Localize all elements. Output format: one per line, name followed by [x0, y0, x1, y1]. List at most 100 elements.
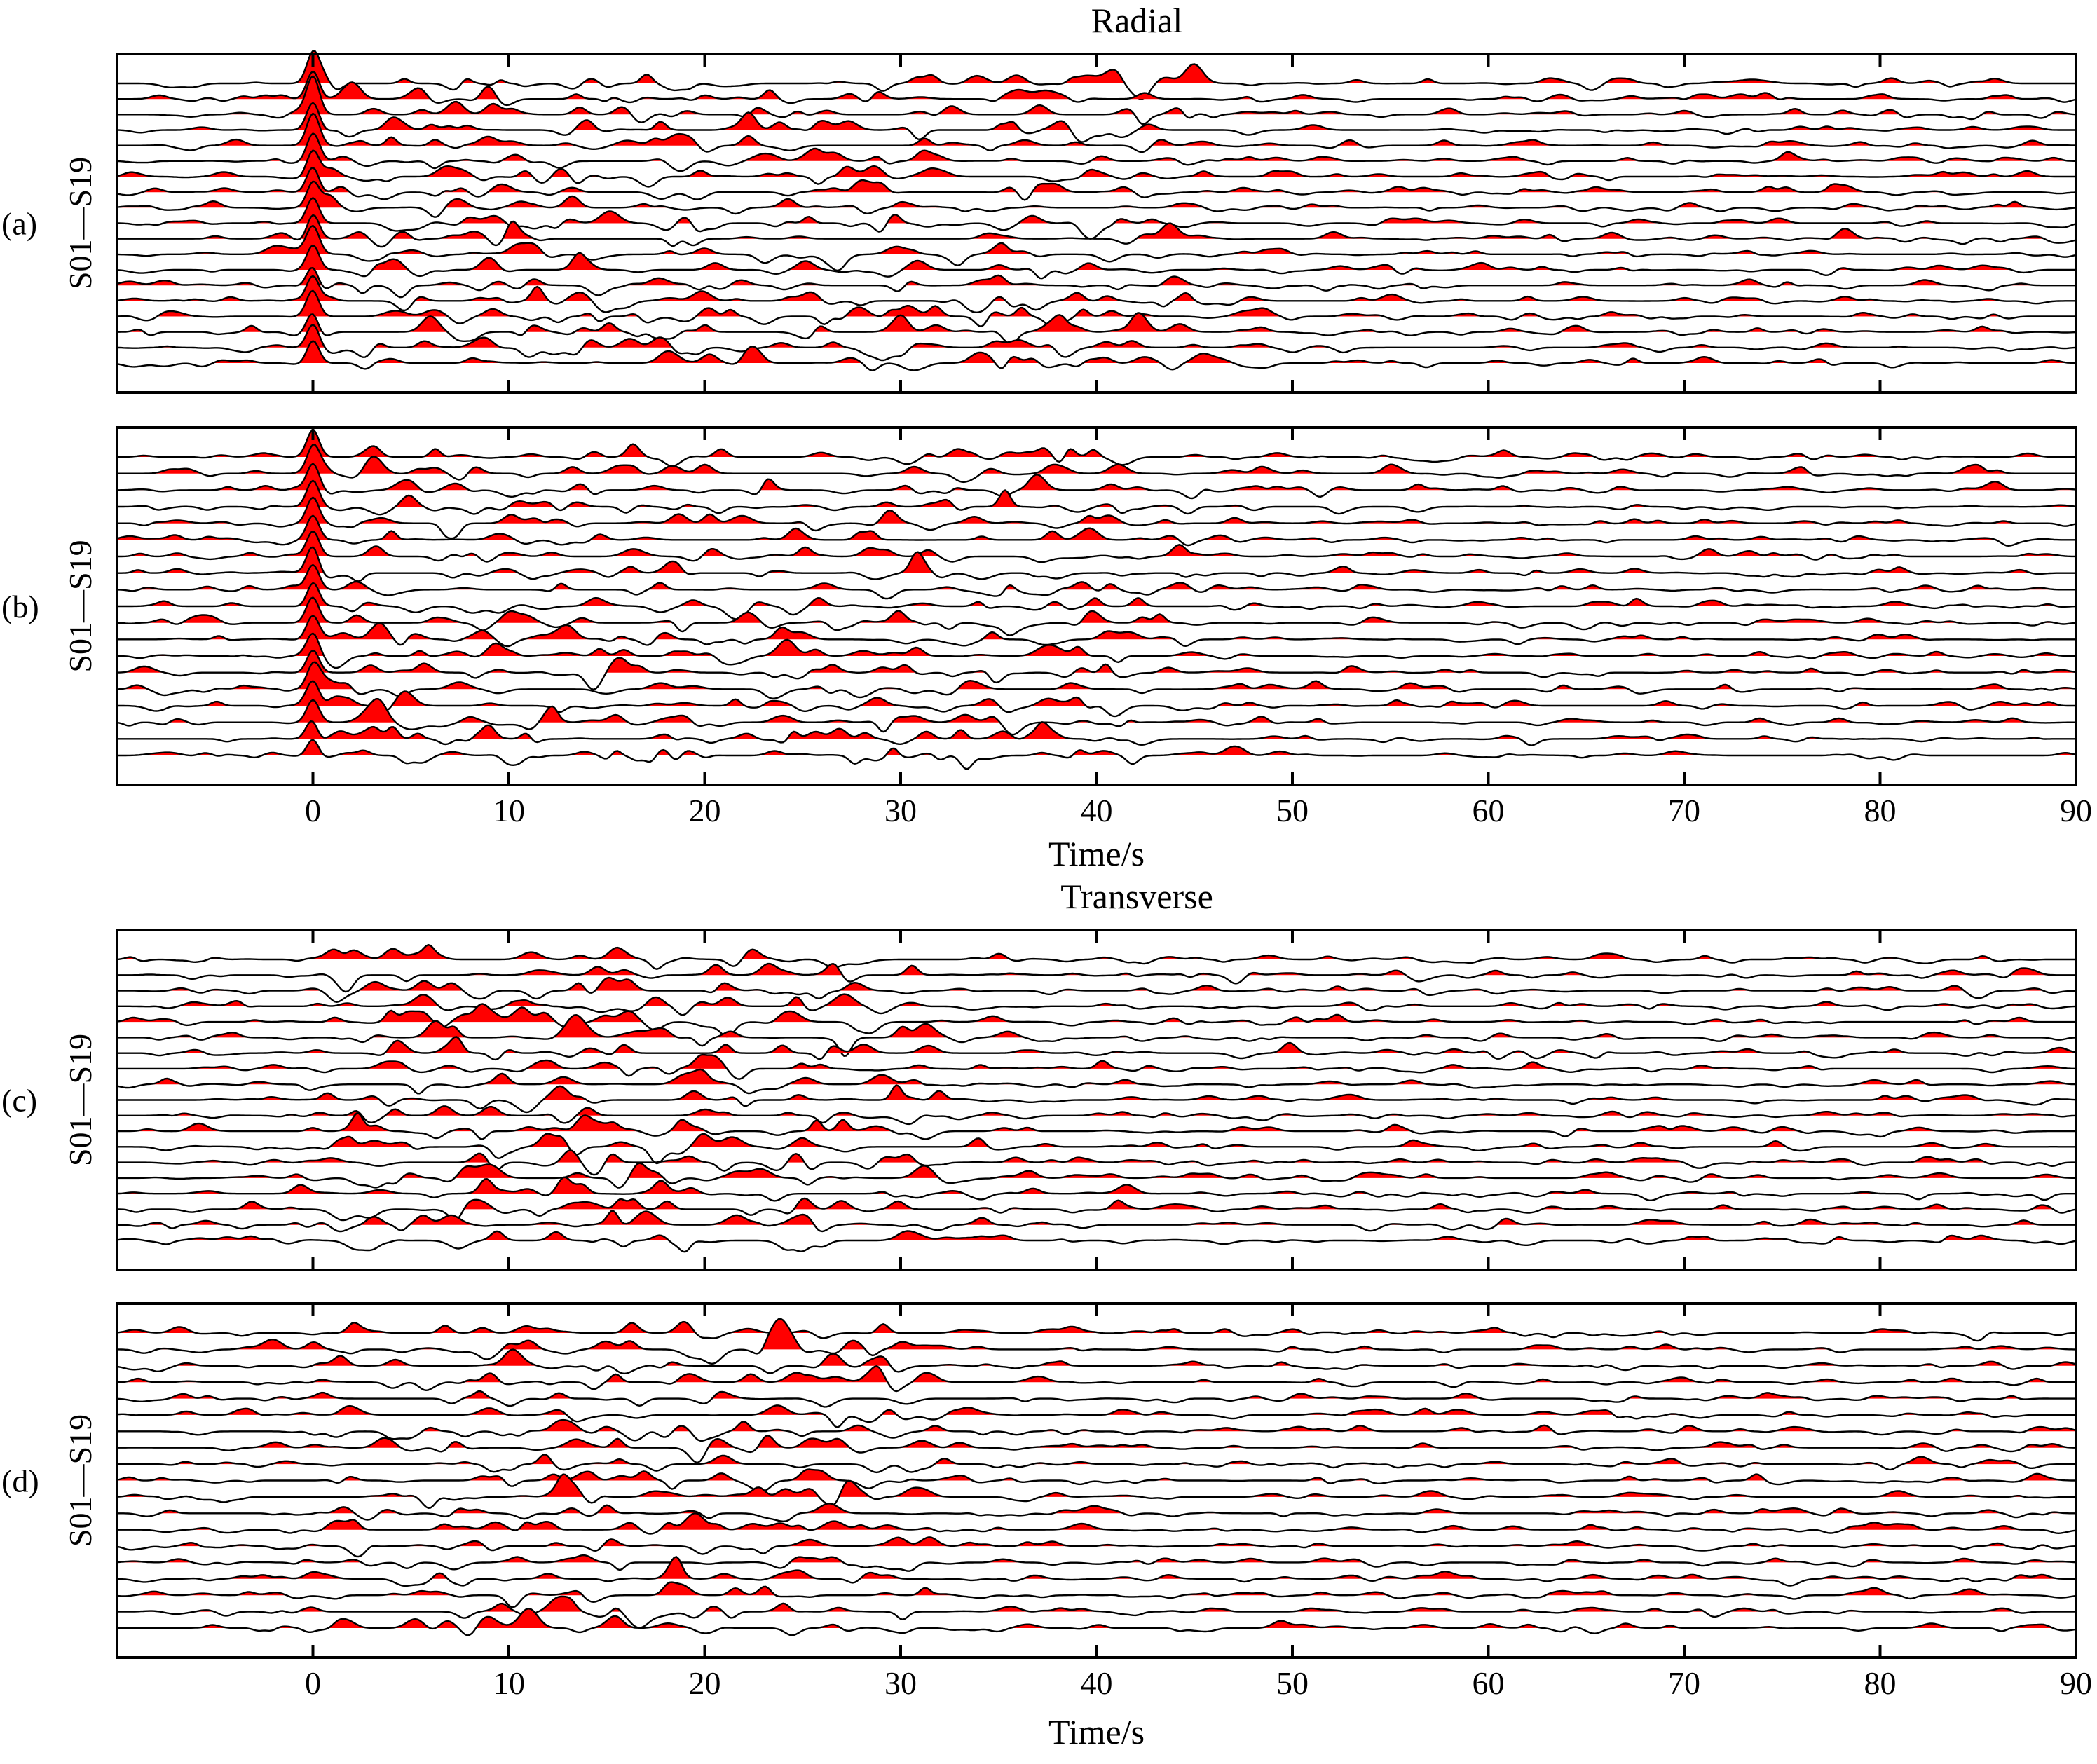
trace-line: [117, 1105, 2077, 1126]
trace-fill: [117, 1318, 2076, 1350]
transverse-title: Transverse: [1060, 877, 1213, 916]
trace-line: [116, 1536, 2077, 1558]
x-tick-label: 0: [305, 793, 321, 828]
x-tick-label: 50: [1276, 793, 1309, 828]
trace-line: [117, 50, 2076, 100]
trace-fill: [117, 1596, 2076, 1612]
trace-line: [117, 444, 2076, 484]
y-axis-label: S01—S19: [62, 157, 98, 289]
trace-fill: [117, 721, 2076, 739]
trace-fill: [117, 699, 2076, 723]
trace-line: [116, 244, 2076, 280]
trace-fill: [117, 1085, 2076, 1100]
trace-line: [116, 1390, 2076, 1408]
trace-line: [117, 530, 2077, 563]
trace-fill: [117, 547, 2076, 573]
trace-line: [116, 180, 2077, 219]
trace-line: [116, 340, 2077, 371]
trace-line: [116, 514, 2076, 547]
trace-fill: [117, 1555, 2076, 1563]
trace-fill: [117, 964, 2076, 976]
trace-line: [116, 596, 2077, 636]
x-tick-label: 60: [1473, 793, 1505, 828]
trace-line: [116, 1581, 2077, 1608]
radial-title: Radial: [1091, 1, 1183, 40]
trace-line: [117, 323, 2077, 362]
trace-fill: [117, 1582, 2076, 1596]
trace-line: [117, 962, 2076, 993]
trace-line: [116, 149, 2076, 188]
trace-line: [117, 1162, 2077, 1189]
panel-b: 0 10 20 30 40 50 60 70 80 90 Time/s S01—S19 (b): [1, 426, 2092, 873]
trace-fill: [117, 1454, 2076, 1465]
trace-line: [117, 496, 2077, 540]
trace-line: [116, 943, 2076, 970]
trace-fill: [117, 1405, 2076, 1415]
trace-line: [117, 312, 2077, 345]
trace-fill: [117, 1322, 2076, 1333]
x-tick-label: 30: [884, 793, 917, 828]
x-tick-label: 40: [1081, 1665, 1113, 1701]
trace-line: [117, 463, 2077, 500]
trace-line: [117, 196, 2077, 240]
trace-fill: [117, 1420, 2076, 1432]
y-axis-label: S01—S19: [62, 1034, 98, 1166]
trace-line: [117, 546, 2076, 582]
trace-line: [117, 1013, 2077, 1058]
x-tick-label: 10: [493, 1665, 525, 1701]
trace-line: [117, 70, 2077, 107]
trace-fill: [117, 324, 2076, 348]
trace-fill: [117, 1608, 2076, 1628]
trace-fill: [117, 994, 2076, 1006]
trace-fill: [117, 739, 2076, 755]
trace-fill: [117, 1349, 2076, 1366]
trace-fill: [117, 1177, 2076, 1194]
trace-line: [117, 632, 2076, 669]
trace-line: [117, 680, 2076, 718]
trace-fill: [117, 1474, 2076, 1497]
trace-line: [116, 1365, 2076, 1393]
x-tick-label: 90: [2060, 1665, 2092, 1701]
trace-line: [117, 1318, 2076, 1365]
trace-line: [116, 1176, 2076, 1202]
y-axis-label: S01—S19: [62, 1414, 98, 1547]
trace-line: [117, 649, 2077, 691]
trace-line: [117, 1607, 2077, 1636]
trace-line: [116, 266, 2076, 299]
x-tick-label: 60: [1473, 1665, 1505, 1701]
trace-line: [116, 1348, 2077, 1375]
trace-fill: [117, 1004, 2076, 1023]
x-tick-label: 50: [1276, 1665, 1309, 1701]
x-tick-label: 90: [2060, 793, 2092, 828]
x-tick-label: 30: [884, 1665, 917, 1701]
trace-fill: [117, 181, 2076, 208]
trace-line: [117, 976, 2077, 1004]
panel-label: (d): [1, 1463, 39, 1499]
trace-line: [117, 1112, 2076, 1140]
panel-d: 0 10 20 30 40 50 60 70 80 90 Time/s S01—S19 (d): [1, 1302, 2092, 1751]
trace-line: [116, 1230, 2077, 1253]
trace-line: [116, 1404, 2076, 1428]
x-tick-label: 10: [493, 793, 525, 828]
trace-fill: [117, 1469, 2076, 1481]
trace-line: [117, 1435, 2076, 1463]
trace-line: [116, 1556, 2076, 1587]
trace-fill: [117, 662, 2076, 690]
trace-fill: [117, 1037, 2076, 1053]
trace-fill: [117, 1198, 2076, 1210]
panel-a: S01—S19 (a): [1, 50, 2077, 394]
trace-fill: [117, 313, 2076, 332]
panels-group: S01—S19 (a) 0 10 20 30 40 50 60 70 80 90 Time/s S01—S…: [1, 50, 2092, 1751]
trace-line: [117, 1512, 2077, 1535]
trace-line: [116, 1554, 2077, 1572]
trace-fill: [117, 1435, 2076, 1448]
trace-line: [116, 1468, 2076, 1493]
trace-fill: [117, 1210, 2076, 1225]
trace-line: [117, 429, 2076, 467]
x-tick-label: 70: [1668, 1665, 1700, 1701]
x-tick-label: 20: [689, 793, 721, 828]
panel-label: (b): [1, 589, 39, 624]
trace-fill: [117, 565, 2076, 590]
trace-line: [117, 563, 2076, 600]
x-tick-label: 70: [1668, 793, 1700, 828]
